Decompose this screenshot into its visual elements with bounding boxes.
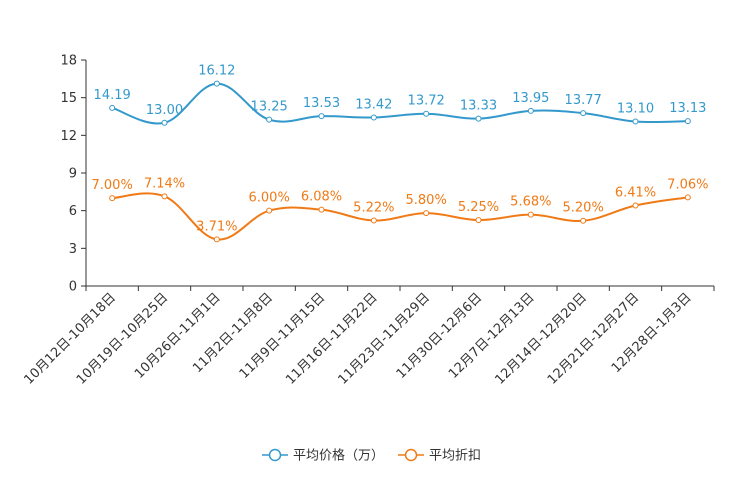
x-tick-label: 12月21日-12月27日 [545, 290, 642, 387]
series-0-point[interactable] [632, 118, 639, 125]
y-tick-label: 18 [60, 54, 77, 69]
series-1-data-label: 7.06% [667, 177, 708, 192]
legend-label: 平均价格（万） [293, 448, 384, 464]
legend-marker-icon [268, 448, 282, 462]
series-1-data-label: 5.80% [406, 193, 447, 208]
x-tick-label: 11月23日-11月29日 [336, 290, 433, 387]
series-1-data-label: 6.08% [301, 190, 342, 205]
series-0-data-label: 13.77 [565, 93, 602, 108]
series-1: 7.00% 7.14% 3.71% 6.00% 6.08% 5.22% 5.80% 5.25%… [92, 176, 708, 243]
series-1-data-label: 5.20% [563, 201, 604, 216]
series-0-point[interactable] [527, 107, 534, 114]
series-0-point[interactable] [109, 104, 116, 111]
series-layer: 14.19 13.00 16.12 13.25 13.53 13.42 13.72 13.33… [92, 64, 708, 243]
series-0-data-label: 13.72 [408, 94, 445, 109]
y-tick-label: 9 [69, 167, 77, 182]
y-tick-label: 3 [69, 242, 77, 257]
series-1-data-label: 7.14% [144, 176, 185, 191]
series-1-point[interactable] [423, 210, 430, 217]
x-tick-label: 12月14日-12月20日 [493, 290, 590, 387]
legend-item-0[interactable]: 平均价格（万） [262, 448, 384, 464]
series-0-data-label: 13.33 [460, 99, 497, 114]
series-1-data-label: 6.00% [249, 191, 290, 206]
series-1-point[interactable] [684, 194, 691, 201]
series-1-point[interactable] [527, 211, 534, 218]
x-tick-label: 10月19日-10月25日 [74, 290, 171, 387]
series-1-point[interactable] [213, 236, 220, 243]
series-0-point[interactable] [423, 110, 430, 117]
series-1-point[interactable] [580, 217, 587, 224]
series-0-data-label: 13.53 [303, 96, 340, 111]
legend-marker-icon [404, 448, 418, 462]
series-0-point[interactable] [213, 80, 220, 87]
series-1-data-label: 5.68% [510, 195, 551, 210]
series-1-data-label: 5.25% [458, 200, 499, 215]
series-0-point[interactable] [370, 114, 377, 121]
series-1-point[interactable] [161, 193, 168, 200]
series-0-point[interactable] [318, 113, 325, 120]
legend-item-1[interactable]: 平均折扣 [398, 449, 481, 464]
series-0: 14.19 13.00 16.12 13.25 13.53 13.42 13.72 13.33… [94, 64, 706, 126]
series-0-data-label: 13.95 [512, 91, 549, 106]
legend-label: 平均折扣 [429, 449, 481, 464]
y-tick-label: 15 [60, 91, 77, 106]
series-1-point[interactable] [632, 202, 639, 209]
series-0-data-label: 13.42 [355, 98, 392, 113]
y-tick-label: 0 [69, 280, 77, 295]
series-0-data-label: 13.10 [617, 102, 654, 117]
series-0-point[interactable] [580, 110, 587, 117]
series-1-data-label: 3.71% [196, 219, 237, 234]
legend: 平均价格（万） 平均折扣 [262, 448, 481, 464]
series-1-point[interactable] [370, 217, 377, 224]
series-1-point[interactable] [475, 217, 482, 224]
series-1-data-label: 6.41% [615, 186, 656, 201]
series-1-point[interactable] [266, 207, 273, 214]
series-1-point[interactable] [318, 206, 325, 213]
series-0-data-label: 13.25 [251, 100, 288, 115]
series-0-point[interactable] [266, 116, 273, 123]
series-0-point[interactable] [684, 118, 691, 125]
series-0-data-label: 14.19 [94, 88, 131, 103]
series-1-data-label: 5.22% [353, 200, 394, 215]
y-tick-label: 6 [69, 204, 77, 219]
x-tick-label: 10月12日-10月18日 [22, 290, 119, 387]
series-0-data-label: 13.00 [146, 103, 183, 118]
series-0-data-label: 16.12 [198, 64, 235, 79]
series-0-point[interactable] [475, 115, 482, 122]
y-tick-label: 12 [60, 129, 77, 144]
series-0-point[interactable] [161, 119, 168, 126]
x-tick-label: 11月16日-11月22日 [283, 290, 380, 387]
series-1-point[interactable] [109, 195, 116, 202]
series-1-data-label: 7.00% [92, 178, 133, 193]
series-0-data-label: 13.13 [669, 101, 706, 116]
